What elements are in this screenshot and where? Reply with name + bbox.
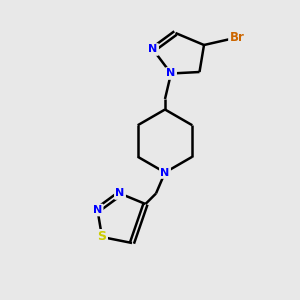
Text: Br: Br [230,31,244,44]
Text: N: N [160,167,169,178]
Text: N: N [116,188,124,199]
Text: N: N [167,68,176,79]
Text: S: S [98,230,106,244]
Text: N: N [148,44,158,55]
Text: N: N [93,205,102,215]
